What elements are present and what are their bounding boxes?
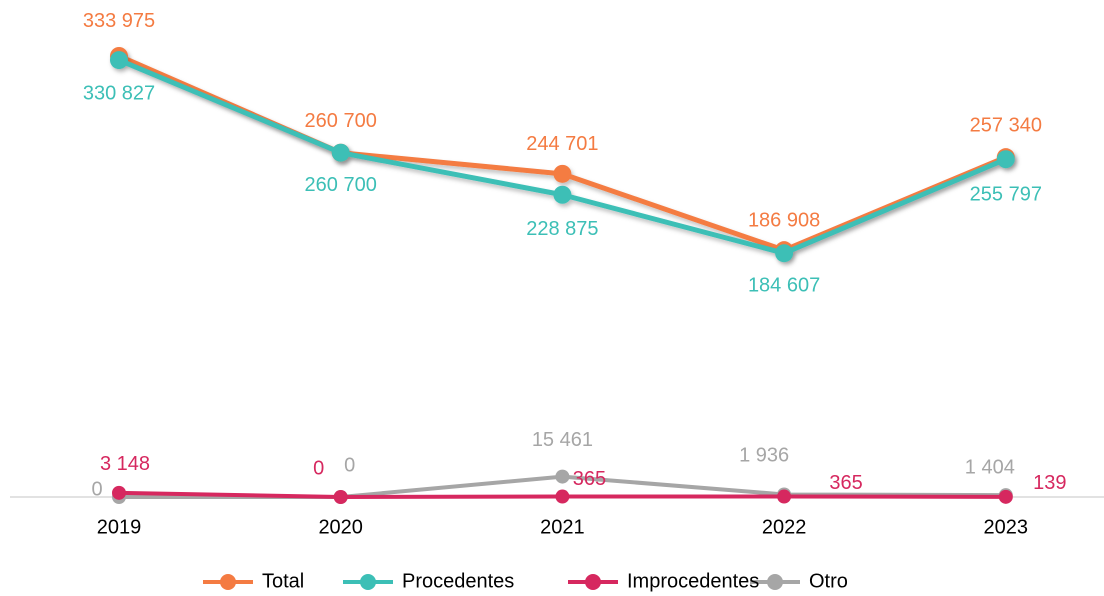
x-tick-label: 2023	[984, 516, 1029, 538]
marker	[555, 469, 570, 484]
data-label: 330 827	[83, 82, 155, 104]
x-tick-label: 2019	[97, 516, 142, 538]
data-label: 244 701	[526, 133, 598, 155]
data-label: 3 148	[100, 453, 150, 475]
marker	[331, 143, 350, 162]
data-label: 0	[313, 457, 324, 479]
data-label: 139	[1033, 472, 1066, 494]
data-label: 1 936	[739, 445, 789, 467]
data-label: 184 607	[748, 274, 820, 296]
data-label: 228 875	[526, 218, 598, 240]
marker	[996, 150, 1015, 169]
data-label: 260 700	[305, 174, 377, 196]
legend-marker	[360, 574, 376, 590]
marker	[553, 164, 572, 183]
legend-marker	[220, 574, 236, 590]
data-label: 365	[573, 468, 606, 490]
marker	[998, 489, 1013, 504]
marker	[333, 490, 348, 504]
marker	[112, 485, 126, 500]
data-label: 257 340	[970, 114, 1042, 136]
data-label: 365	[829, 472, 862, 494]
marker	[775, 244, 794, 263]
data-label: 333 975	[83, 10, 155, 32]
legend-label: Procedentes	[402, 570, 514, 592]
data-label: 1 404	[965, 456, 1015, 478]
marker	[777, 489, 792, 504]
series	[110, 51, 1015, 263]
legend-marker	[585, 574, 601, 590]
data-label: 15 461	[532, 429, 593, 451]
data-label: 255 797	[970, 183, 1042, 205]
data-label: 186 908	[748, 209, 820, 231]
legend-label: Improcedentes	[627, 570, 759, 592]
x-tick-label: 2020	[318, 516, 363, 538]
legend-marker	[767, 574, 783, 590]
series	[112, 485, 1013, 504]
data-label: 0	[344, 454, 355, 476]
x-tick-label: 2022	[762, 516, 807, 538]
legend-label: Total	[262, 570, 304, 592]
marker	[555, 489, 570, 504]
legend-label: Otro	[809, 570, 848, 592]
marker	[553, 185, 572, 204]
data-label: 0	[91, 478, 102, 500]
x-tick-label: 2021	[540, 516, 585, 538]
data-label: 260 700	[305, 110, 377, 132]
marker	[110, 51, 128, 70]
